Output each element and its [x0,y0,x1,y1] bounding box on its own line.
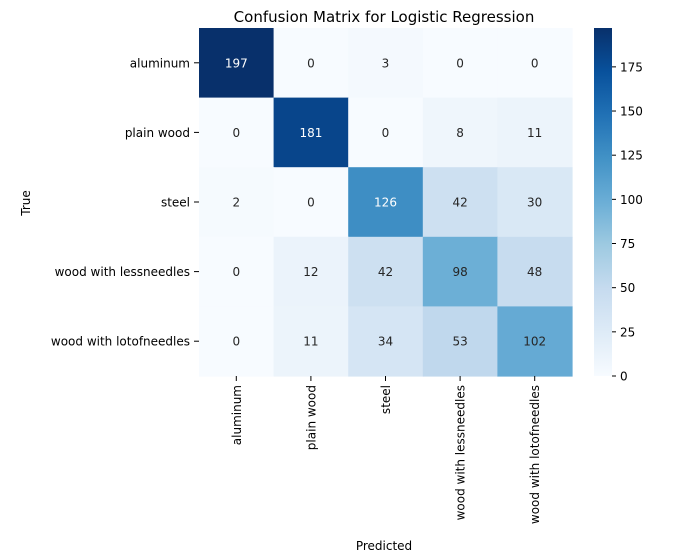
cell-value: 42 [452,196,467,210]
cell-value: 0 [307,196,315,210]
colorbar [594,28,612,376]
heatmap-cell [199,167,275,238]
colorbar-tick-label: 50 [620,281,635,295]
cell-value: 98 [452,265,467,279]
cell-value: 0 [382,126,390,140]
cell-value: 0 [456,56,464,70]
cell-value: 0 [232,265,240,279]
heatmap-cell [199,306,275,377]
chart-title: Confusion Matrix for Logistic Regression [234,8,535,26]
heatmap-cell [348,167,424,238]
x-tick-label: wood with lotofneedles [528,385,542,524]
x-axis-ticks: aluminum plain wood steel wood with lessnee… [230,376,542,524]
heatmap-cell [348,236,424,307]
heatmap-cell [422,236,498,307]
cell-value: 0 [307,56,315,70]
colorbar-tick-label: 25 [620,325,635,339]
cell-value: 126 [374,196,397,210]
heatmap-cell [497,167,573,238]
x-tick-label: plain wood [304,385,318,450]
y-tick-label: steel [161,196,190,210]
cell-value: 53 [452,335,467,349]
cell-value: 102 [523,335,546,349]
heatmap-cell [422,167,498,238]
colorbar-tick-label: 150 [620,105,643,119]
heatmap-cell [199,236,275,307]
x-tick-label: steel [379,385,393,414]
heatmap-cell [497,236,573,307]
cell-annotations: 197 0 3 0 00 181 0 8 112 0 126 42 300 12 42 98 480 11 34 53… [225,56,546,348]
x-tick-label: aluminum [230,385,244,445]
colorbar-tick-label: 0 [620,370,628,384]
cell-value: 0 [232,126,240,140]
heatmap-cell [199,28,275,99]
cell-value: 42 [378,265,393,279]
heatmap-cell [348,97,424,168]
cell-value: 11 [303,335,318,349]
y-tick-label: wood with lotofneedles [51,335,190,349]
colorbar-tick-label: 125 [620,149,643,163]
heatmap-cell [422,97,498,168]
y-axis-label: True [19,190,33,217]
cell-value: 3 [382,56,390,70]
cell-value: 12 [303,265,318,279]
colorbar-tick-label: 175 [620,60,643,74]
heatmap-cell [348,28,424,99]
heatmap-cell [422,28,498,99]
heatmap-cell [273,306,349,377]
heatmap-cell [273,236,349,307]
heatmap-cell [348,306,424,377]
heatmap-cell [497,97,573,168]
heatmap-cell [273,167,349,238]
y-axis-ticks: aluminum plain wood steel wood with lessnee… [51,56,199,349]
cell-value: 8 [456,126,464,140]
cell-value: 48 [527,265,542,279]
colorbar-tick-label: 100 [620,193,643,207]
heatmap-cell [199,97,275,168]
y-tick-label: aluminum [130,56,190,70]
colorbar-ticks: 0 25 50 75 100 125 150 175 [612,60,643,384]
cell-value: 197 [225,56,248,70]
heatmap-cell [273,97,349,168]
y-tick-label: plain wood [125,126,190,140]
cell-value: 34 [378,335,393,349]
cell-value: 11 [527,126,542,140]
heatmap-cell [422,306,498,377]
heatmap-cell [497,306,573,377]
cell-value: 0 [232,335,240,349]
heatmap-cell [273,28,349,99]
heatmap-cell [497,28,573,99]
x-axis-label: Predicted [356,539,412,553]
cell-value: 0 [531,56,539,70]
cell-value: 181 [299,126,322,140]
x-tick-label: wood with lessneedles [454,385,468,520]
colorbar-tick-label: 75 [620,237,635,251]
heatmap-cells [199,28,573,377]
y-tick-label: wood with lessneedles [55,265,190,279]
cell-value: 2 [232,196,240,210]
cell-value: 30 [527,196,542,210]
